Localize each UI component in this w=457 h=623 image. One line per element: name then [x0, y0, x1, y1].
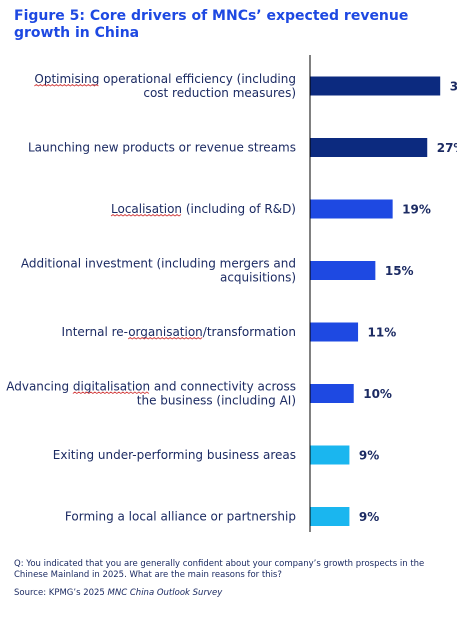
value-label: 11% — [368, 326, 397, 340]
source-note: Source: KPMG’s 2025 MNC China Outlook Su… — [14, 588, 444, 599]
bar — [310, 322, 359, 342]
category-label-line: cost reduction measures) — [143, 86, 296, 100]
category-label-line: Localisation (including of R&D) — [111, 202, 296, 216]
bar — [310, 76, 441, 96]
spellcheck-underline — [34, 84, 99, 87]
category-label: Exiting under-performing business areas — [53, 448, 296, 462]
category-label-line: Additional investment (including mergers… — [21, 257, 296, 271]
spellcheck-underline — [72, 391, 150, 394]
bar — [310, 138, 428, 157]
bar-chart: Optimising operational efficiency (inclu… — [6, 55, 457, 532]
value-label: 9% — [359, 510, 379, 524]
value-labels: 30% 27% 19% 15% 11% 10% 9% 9% — [359, 80, 457, 525]
bar — [310, 261, 376, 280]
category-label-line: Forming a local alliance or partnership — [65, 510, 296, 524]
category-label-line: acquisitions) — [220, 271, 296, 285]
value-label: 19% — [402, 203, 431, 217]
bars — [310, 76, 441, 526]
bar — [310, 445, 350, 465]
category-label: Optimising operational efficiency (inclu… — [34, 72, 296, 100]
value-label: 15% — [385, 264, 414, 278]
source-survey-name: MNC China Outlook Survey — [107, 588, 223, 598]
spellcheck-underline — [127, 337, 203, 340]
category-label: Forming a local alliance or partnership — [65, 510, 296, 524]
source-prefix: Source: KPMG’s 2025 — [14, 588, 108, 598]
category-label: Localisation (including of R&D) — [111, 202, 296, 216]
category-label-line: Exiting under-performing business areas — [53, 448, 296, 462]
survey-question-footnote: Q: You indicated that you are generally … — [14, 559, 425, 580]
category-labels: Optimising operational efficiency (inclu… — [6, 72, 296, 524]
category-label: Internal re-organisation/transformation — [62, 325, 296, 339]
category-label-line: Advancing digitalisation and connectivit… — [6, 380, 296, 394]
value-label: 30% — [450, 80, 457, 94]
category-label: Launching new products or revenue stream… — [28, 141, 296, 155]
category-label-line: Internal re-organisation/transformation — [62, 325, 296, 339]
bar — [310, 507, 350, 526]
value-label: 9% — [359, 449, 379, 463]
value-label: 10% — [363, 387, 392, 401]
spellcheck-underline — [110, 214, 182, 217]
category-label-line: the business (including AI) — [137, 394, 296, 408]
category-label-line: Optimising operational efficiency (inclu… — [34, 72, 296, 86]
bar — [310, 384, 354, 403]
value-label: 27% — [437, 141, 457, 155]
chart-title: Figure 5: Core drivers of MNCs’ expected… — [14, 8, 409, 41]
category-label-line: Launching new products or revenue stream… — [28, 141, 296, 155]
bar — [310, 199, 393, 219]
category-label: Additional investment (including mergers… — [21, 257, 296, 285]
category-label: Advancing digitalisation and connectivit… — [6, 380, 296, 408]
